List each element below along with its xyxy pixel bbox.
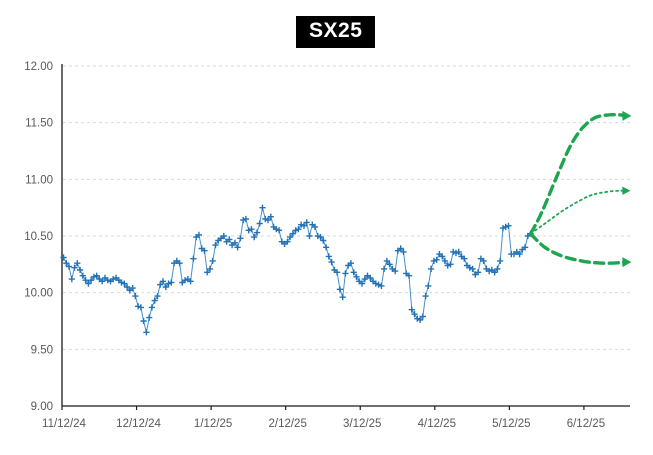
- y-tick-label: 11.00: [25, 174, 53, 186]
- x-tick-label: 1/12/25: [194, 418, 232, 430]
- x-tick-label: 3/12/25: [343, 418, 381, 430]
- projection-high-arrow: [528, 112, 629, 236]
- y-tick-label: 11.50: [25, 118, 53, 130]
- y-tick-label: 9.00: [31, 401, 53, 413]
- history-cross-markers: [60, 204, 534, 336]
- y-tick-label: 9.50: [31, 344, 53, 356]
- y-tick-label: 10.00: [24, 288, 53, 300]
- x-tick-label: 5/12/25: [492, 418, 530, 430]
- projection-high-arrowhead-icon: [622, 110, 632, 121]
- projection-central-arrowhead-icon: [622, 186, 631, 195]
- projection-central-arrow: [529, 189, 628, 235]
- x-tick-label: 12/12/24: [116, 418, 161, 430]
- x-tick-label: 11/12/24: [42, 418, 87, 430]
- history-line: [63, 207, 531, 333]
- x-tick-label: 6/12/25: [567, 418, 605, 430]
- projection-low-arrow: [528, 232, 629, 265]
- y-tick-label: 10.50: [24, 231, 53, 243]
- x-tick-label: 2/12/25: [268, 418, 306, 430]
- projection-low-arrowhead-icon: [622, 257, 632, 268]
- x-tick-label: 4/12/25: [418, 418, 456, 430]
- chart-title: SX25: [296, 16, 376, 48]
- y-tick-label: 12.00: [24, 61, 53, 73]
